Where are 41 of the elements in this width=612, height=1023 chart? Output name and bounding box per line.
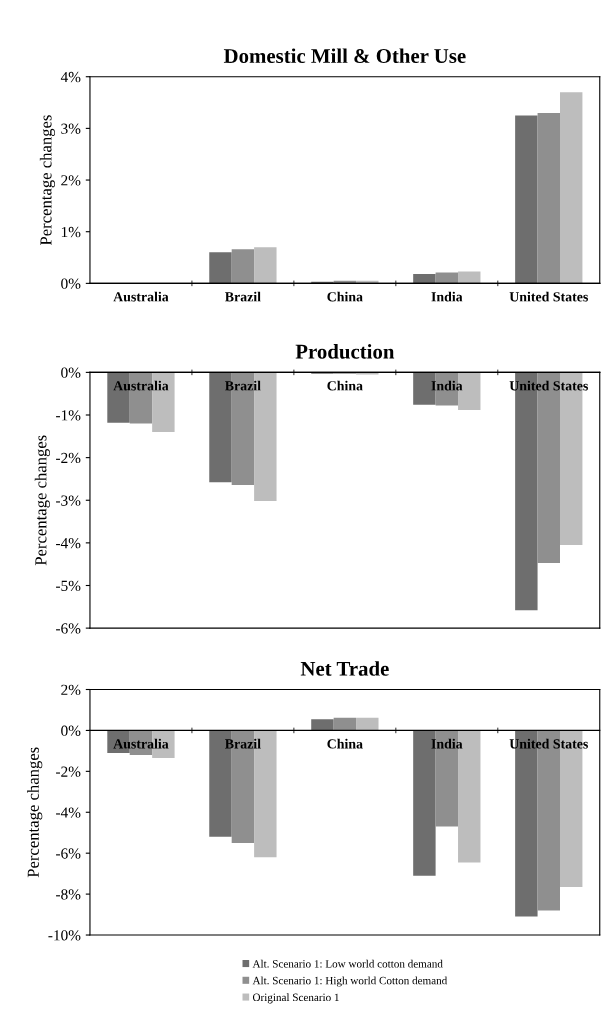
chart-title: Net Trade — [300, 661, 389, 676]
y-tick-label: -3% — [56, 495, 81, 506]
legend-label: Original Scenario 1 — [252, 993, 339, 1004]
y-tick-label: 0% — [61, 367, 81, 378]
x-tick-label: India — [431, 291, 463, 302]
y-tick-label: 0% — [61, 278, 81, 289]
x-tick-label: United States — [509, 291, 588, 302]
y-tick-label: -4% — [56, 538, 81, 549]
chart-title: Domestic Mill & Other Use — [223, 48, 466, 64]
y-tick-label: -8% — [56, 889, 81, 900]
y-tick-label: -2% — [56, 766, 81, 777]
y-tick-label: 1% — [61, 226, 81, 238]
x-tick-label: India — [431, 380, 463, 391]
x-tick-label: China — [327, 291, 363, 302]
legend-label: Alt. Scenario 1: Low world cotton demand — [252, 959, 443, 968]
y-tick-label: 2% — [61, 684, 81, 695]
y-tick-label: -1% — [56, 410, 81, 421]
y-axis-title: Percentage changes — [27, 747, 43, 878]
y-tick-label: -4% — [56, 807, 81, 818]
legend-label: Alt. Scenario 1: High world Cotton demand — [252, 976, 448, 987]
y-tick-label: -2% — [56, 452, 81, 464]
y-tick-label: 2% — [61, 175, 81, 186]
x-tick-label: Brazil — [225, 738, 261, 749]
y-tick-label: 0% — [61, 725, 81, 736]
y-tick-label: -10% — [48, 930, 81, 941]
y-tick-label: 4% — [60, 71, 81, 83]
x-tick-label: China — [327, 738, 363, 749]
x-tick-label: India — [431, 738, 463, 749]
y-axis-title: Percentage changes — [34, 435, 50, 566]
x-tick-label: Brazil — [225, 291, 261, 302]
chart-title: Production — [295, 344, 395, 359]
y-axis-title: Percentage changes — [39, 115, 56, 246]
x-tick-label: China — [327, 380, 363, 391]
x-tick-label: Brazil — [225, 380, 261, 391]
x-tick-label: Australia — [113, 380, 169, 391]
y-tick-label: 3% — [61, 123, 81, 134]
x-tick-label: Australia — [113, 291, 169, 302]
y-tick-label: -6% — [56, 848, 81, 859]
y-tick-label: -6% — [56, 623, 81, 634]
x-tick-label: Australia — [113, 738, 169, 749]
y-tick-label: -5% — [56, 580, 81, 591]
